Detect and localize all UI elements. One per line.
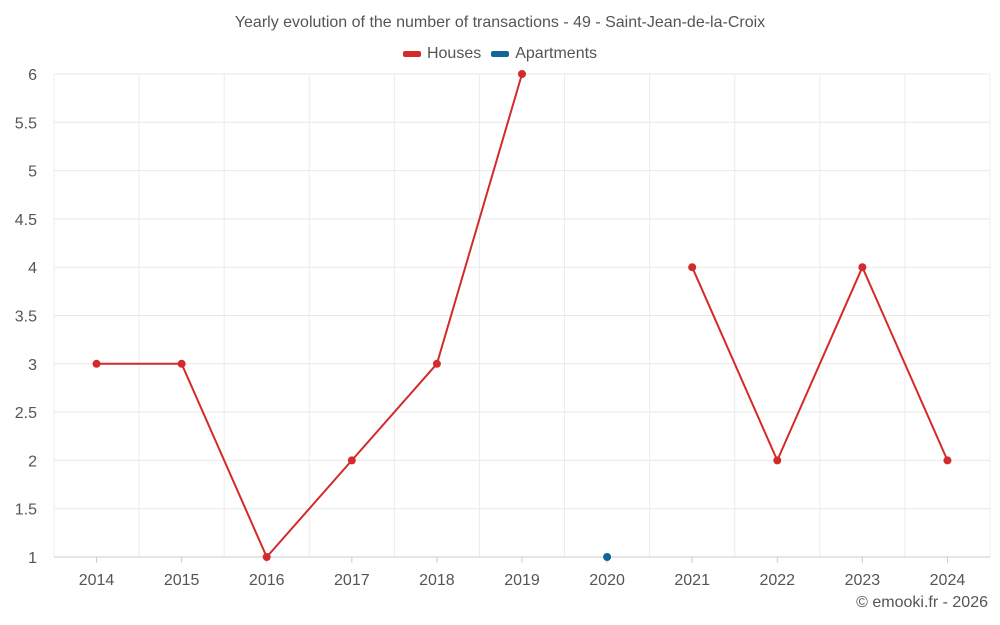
data-point-houses xyxy=(943,456,952,465)
chart-title: Yearly evolution of the number of transa… xyxy=(234,14,766,31)
y-tick-label: 6 xyxy=(28,67,37,84)
legend-item-houses[interactable]: Houses xyxy=(402,45,482,63)
credit-text: © emooki.fr - 2026 xyxy=(856,594,988,611)
series-line-houses xyxy=(691,266,949,462)
y-tick-label: 2.5 xyxy=(15,405,37,422)
data-point-houses xyxy=(688,263,697,272)
x-tick-label: 2016 xyxy=(249,572,285,589)
y-tick-label: 3 xyxy=(28,357,37,374)
data-point-apartments xyxy=(603,553,612,561)
x-tick-label: 2017 xyxy=(334,572,370,589)
axes: 1 1.5 2 2.5 3 3.5 4 4.5 5 5.5 6 2014 2015 2016 2017 201… xyxy=(15,67,990,589)
data-point-houses xyxy=(518,70,526,78)
data-point-houses xyxy=(177,359,186,368)
data-point-houses xyxy=(432,359,441,368)
x-tick-label: 2015 xyxy=(164,572,200,589)
legend-swatch-apartments xyxy=(491,51,510,57)
series-line-houses xyxy=(96,73,523,558)
y-tick-label: 1.5 xyxy=(15,502,37,519)
x-tick-label: 2024 xyxy=(930,572,966,589)
y-tick-label: 5 xyxy=(28,164,37,181)
data-point-houses xyxy=(262,553,271,561)
series xyxy=(92,70,952,561)
x-tick-label: 2020 xyxy=(589,572,625,589)
x-tick-label: 2023 xyxy=(845,572,881,589)
legend-swatch-houses xyxy=(402,51,421,57)
x-tick-label: 2019 xyxy=(504,572,540,589)
x-tick-label: 2018 xyxy=(419,572,455,589)
data-point-houses xyxy=(858,263,867,272)
data-point-houses xyxy=(92,359,101,368)
x-tick-label: 2022 xyxy=(759,572,795,589)
grid xyxy=(53,73,991,557)
x-tick-label: 2021 xyxy=(674,572,710,589)
legend-label-houses: Houses xyxy=(426,45,482,62)
legend-label-apartments: Apartments xyxy=(515,45,598,62)
y-tick-label: 5.5 xyxy=(15,115,37,132)
y-tick-label: 1 xyxy=(28,550,37,567)
y-tick-label: 4.5 xyxy=(15,212,37,229)
legend-item-apartments[interactable]: Apartments xyxy=(491,45,597,63)
y-tick-label: 2 xyxy=(28,453,37,470)
data-point-houses xyxy=(773,456,782,465)
y-tick-label: 4 xyxy=(28,260,37,277)
data-point-houses xyxy=(347,456,356,465)
y-tick-label: 3.5 xyxy=(15,309,37,326)
x-tick-label: 2014 xyxy=(79,572,115,589)
legend: Houses Apartments xyxy=(0,45,1000,63)
